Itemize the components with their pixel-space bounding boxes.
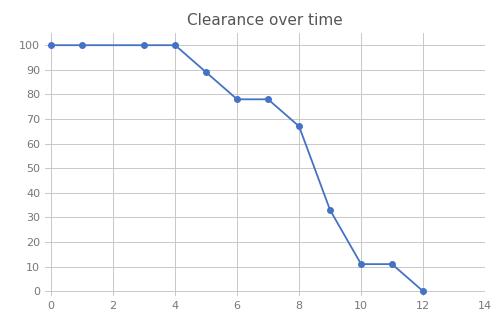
Title: Clearance over time: Clearance over time <box>187 13 343 28</box>
